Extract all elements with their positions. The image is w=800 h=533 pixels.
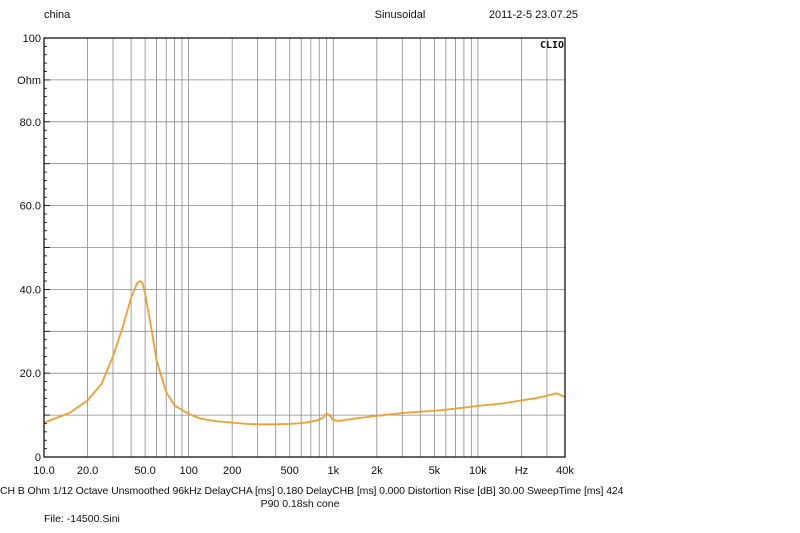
y-axis-labels: 100 Ohm 80.0 60.0 40.0 20.0 0 (17, 33, 41, 464)
x-tick-label: 50.0 (134, 465, 155, 477)
y-tick-label: 60.0 (20, 201, 41, 213)
x-tick-label: 200 (223, 465, 241, 477)
x-tick-label: 10k (469, 465, 487, 477)
y-tick-label: 80.0 (20, 117, 41, 129)
plot-frame (43, 37, 566, 458)
sample-note: P90 0.18sh cone (260, 498, 340, 510)
measurement-type-label: Sinusoidal (374, 9, 426, 21)
x-tick-label: 500 (281, 465, 299, 477)
chart-ticks (44, 45, 50, 450)
chart-grid (44, 38, 565, 457)
measurement-settings-line: CH B Ohm 1/12 Octave Unsmoothed 96kHz De… (0, 485, 624, 497)
y-tick-label: 0 (35, 452, 41, 464)
timestamp-label: 2011-2-5 23.07.25 (488, 9, 578, 21)
y-tick-label: Ohm (17, 75, 41, 87)
x-tick-label: 5k (429, 465, 441, 477)
file-name-label: File: -14500.Sini (44, 513, 120, 525)
chart-series (43, 280, 566, 426)
x-tick-label: 100 (179, 465, 197, 477)
impedance-curve (43, 280, 566, 426)
x-axis-labels: 10.0 20.0 50.0 100 200 500 1k 2k 5k 10k Hz 40k (33, 465, 574, 477)
x-tick-label: 1k (327, 465, 339, 477)
clio-brand-badge: CLIO (540, 40, 564, 51)
x-tick-label: 2k (371, 465, 383, 477)
x-tick-label: Hz (515, 465, 528, 477)
y-tick-label: 20.0 (20, 368, 41, 380)
y-tick-label: 100 (23, 33, 41, 45)
y-tick-label: 40.0 (20, 284, 41, 296)
header-left-label: china (44, 9, 71, 21)
x-tick-label: 20.0 (77, 465, 98, 477)
x-tick-label: 40k (556, 465, 574, 477)
x-tick-label: 10.0 (33, 465, 54, 477)
